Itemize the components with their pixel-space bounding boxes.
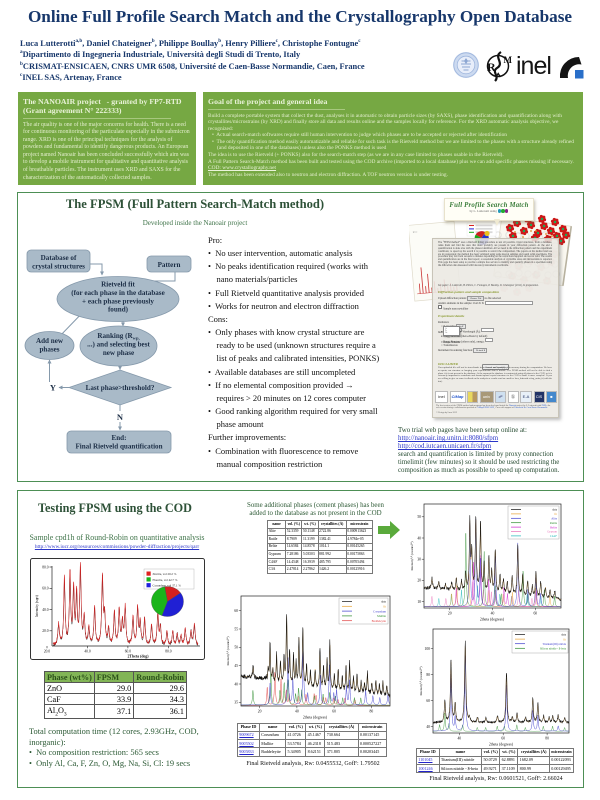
svg-text:40: 40 — [457, 737, 461, 741]
svg-text:...) and selecting best: ...) and selecting best — [87, 340, 150, 348]
svg-text:60: 60 — [332, 710, 336, 714]
svg-text:40.0: 40.0 — [84, 650, 90, 654]
svg-text:10: 10 — [417, 600, 421, 604]
svg-text:80.0: 80.0 — [165, 650, 171, 654]
svg-text:50: 50 — [234, 646, 238, 650]
svg-text:Final Rietveld quantification: Final Rietveld quantification — [75, 442, 162, 450]
svg-text:Rietveld fit: Rietveld fit — [101, 281, 135, 289]
svg-text:100: 100 — [424, 647, 430, 651]
svg-text:Rutile: Rutile — [550, 521, 558, 525]
svg-text:60: 60 — [234, 609, 238, 613]
svg-text:data: data — [381, 600, 387, 604]
svg-text:found): found) — [108, 306, 129, 314]
svg-text:40: 40 — [295, 710, 299, 714]
svg-text:2theta (degrees): 2theta (degrees) — [480, 618, 505, 622]
svg-text:80.2: 80.2 — [413, 231, 418, 234]
svg-text:Fluorite, vol 42.7 %: Fluorite, vol 42.7 % — [153, 578, 178, 583]
svg-text:crystal structures: crystal structures — [32, 262, 85, 270]
svg-text:80.0: 80.0 — [42, 565, 48, 569]
svg-text:Gypsum: Gypsum — [547, 530, 558, 534]
svg-text:Alite: Alite — [551, 517, 557, 521]
svg-text:50: 50 — [417, 515, 421, 519]
svg-text:Last phase>threshold?: Last phase>threshold? — [86, 384, 155, 392]
svg-text:Intensity¹∕² (counts¹∕²): Intensity¹∕² (counts¹∕²) — [419, 666, 423, 695]
svg-text:M: M — [504, 55, 513, 65]
svg-text:+ each phase previously: + each phase previously — [82, 297, 154, 305]
svg-text:40.0: 40.0 — [42, 608, 48, 612]
svg-text:20.0: 20.0 — [42, 629, 48, 633]
svg-text:Pattern: Pattern — [158, 261, 181, 269]
svg-text:End:: End: — [112, 434, 127, 442]
svg-text:Belite: Belite — [550, 525, 558, 529]
svg-text:Zincite, vol 20.2 %: Zincite, vol 20.2 % — [153, 572, 177, 577]
svg-text:45: 45 — [234, 664, 238, 668]
svg-text:Ranking (Rwp,: Ranking (Rwp, — [97, 332, 139, 341]
svg-text:fit: fit — [383, 605, 386, 609]
svg-text:2theta (degrees): 2theta (degrees) — [489, 743, 514, 747]
svg-text:Intensity¹∕² (counts¹∕²): Intensity¹∕² (counts¹∕²) — [226, 636, 230, 665]
svg-text:phases: phases — [39, 345, 59, 353]
svg-text:40: 40 — [426, 725, 430, 729]
svg-text:data: data — [552, 508, 558, 512]
svg-text:20: 20 — [448, 612, 452, 616]
svg-text:fit: fit — [563, 637, 566, 641]
svg-text:80: 80 — [545, 737, 549, 741]
svg-text:35: 35 — [234, 701, 238, 705]
svg-text:80: 80 — [426, 673, 430, 677]
svg-text:Intensity (sqrt): Intensity (sqrt) — [35, 594, 39, 617]
svg-text:Titanium(III) nitride: Titanium(III) nitride — [542, 642, 566, 646]
svg-text:60: 60 — [501, 737, 505, 741]
svg-text:Mullite: Mullite — [377, 614, 387, 618]
svg-text:40: 40 — [491, 612, 495, 616]
svg-text:40: 40 — [234, 682, 238, 686]
svg-text:20.0: 20.0 — [44, 650, 50, 654]
svg-text:60.0: 60.0 — [42, 587, 48, 591]
svg-text:60: 60 — [426, 699, 430, 703]
svg-text:Silicon nitride - $-beta: Silicon nitride - $-beta — [540, 647, 567, 651]
svg-text:2theta (degrees): 2theta (degrees) — [303, 716, 328, 720]
svg-text:60.0: 60.0 — [125, 650, 131, 654]
svg-text:55: 55 — [234, 627, 238, 631]
svg-text:data: data — [561, 633, 567, 637]
svg-text:20: 20 — [258, 710, 262, 714]
svg-text:60: 60 — [533, 612, 537, 616]
svg-text:inel: inel — [516, 52, 551, 80]
svg-text:Database of: Database of — [41, 254, 77, 262]
svg-text:Add new: Add new — [36, 337, 64, 345]
svg-text:40: 40 — [417, 536, 421, 540]
svg-text:2Theta (deg): 2Theta (deg) — [127, 655, 149, 659]
svg-text:fit: fit — [554, 512, 557, 516]
svg-text:N: N — [117, 412, 124, 422]
svg-text:new phase: new phase — [103, 349, 134, 357]
svg-text:20: 20 — [417, 579, 421, 583]
svg-text:Intensity¹∕² (counts¹∕²): Intensity¹∕² (counts¹∕²) — [410, 541, 414, 570]
svg-text:Corundum: Corundum — [373, 609, 387, 613]
svg-text:C4AF: C4AF — [550, 534, 557, 538]
svg-text:Baddeleyite: Baddeleyite — [372, 619, 387, 623]
svg-text:(for each phase in the databas: (for each phase in the database — [71, 289, 164, 297]
svg-text:Y: Y — [50, 383, 56, 393]
svg-text:R: R — [487, 60, 496, 74]
svg-text:Corundum, vol 37.1 %: Corundum, vol 37.1 % — [153, 584, 182, 589]
svg-text:80: 80 — [370, 710, 374, 714]
svg-text:30: 30 — [417, 558, 421, 562]
